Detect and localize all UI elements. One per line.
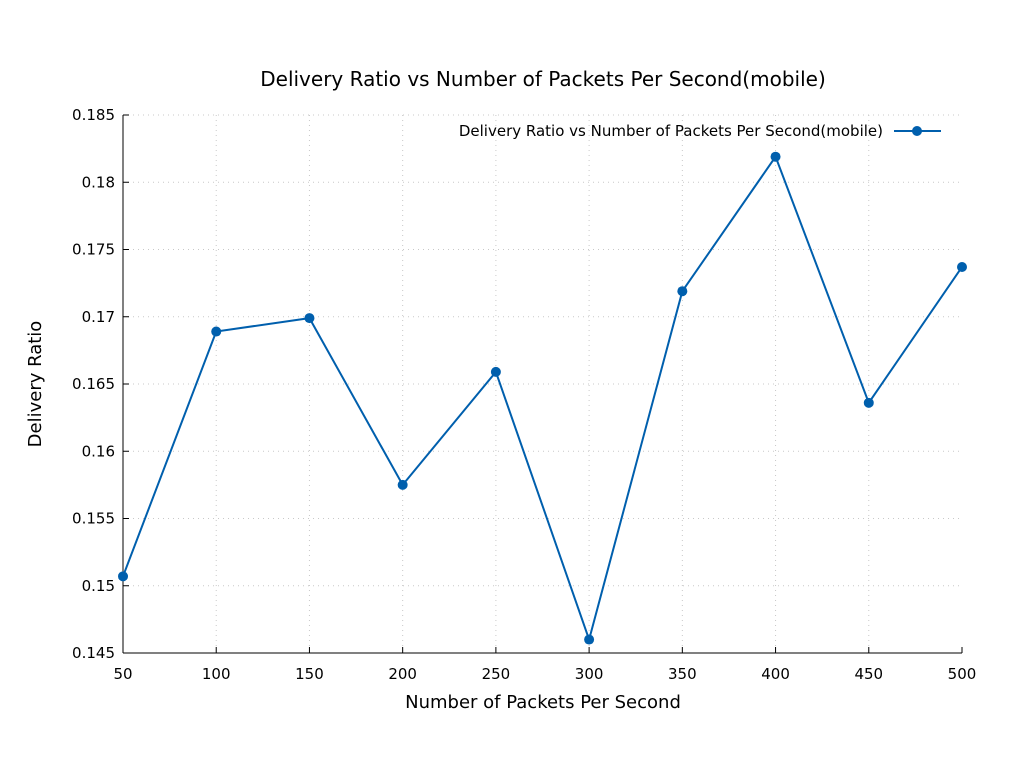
y-tick-label: 0.145 <box>72 644 115 662</box>
x-tick-label: 50 <box>113 665 132 683</box>
x-tick-label: 250 <box>482 665 511 683</box>
series-layer <box>118 151 967 645</box>
x-tick-label: 450 <box>854 665 883 683</box>
x-tick-label: 100 <box>202 665 231 683</box>
y-tick-label: 0.185 <box>72 106 115 124</box>
x-tick-label: 400 <box>761 665 790 683</box>
data-point <box>211 326 222 337</box>
legend-label: Delivery Ratio vs Number of Packets Per … <box>459 122 883 140</box>
y-axis-label: Delivery Ratio <box>25 321 46 448</box>
y-tick-label: 0.165 <box>72 375 115 393</box>
data-point <box>584 634 595 645</box>
x-tick-label: 350 <box>668 665 697 683</box>
data-point <box>957 261 967 272</box>
y-tick-label: 0.175 <box>72 241 115 259</box>
y-tick-label: 0.15 <box>82 577 115 595</box>
x-axis-label: Number of Packets Per Second <box>405 692 681 713</box>
ticks: 0.145 0.15 0.155 0.16 0.165 0.17 0.175 0.18 0.18… <box>72 106 976 683</box>
x-tick-label: 500 <box>948 665 977 683</box>
data-point <box>863 397 874 408</box>
grid <box>123 114 962 653</box>
data-point <box>490 366 501 377</box>
y-tick-label: 0.18 <box>82 173 115 191</box>
y-tick-label: 0.17 <box>82 308 115 326</box>
data-point <box>397 479 408 490</box>
series-line <box>122 154 963 643</box>
data-point <box>304 313 315 324</box>
x-tick-label: 200 <box>388 665 417 683</box>
data-point <box>770 151 781 162</box>
data-point <box>677 286 688 297</box>
x-tick-label: 150 <box>295 665 324 683</box>
data-point <box>118 571 128 582</box>
y-tick-label: 0.155 <box>72 510 115 528</box>
chart-title: Delivery Ratio vs Number of Packets Per … <box>260 67 826 91</box>
legend: Delivery Ratio vs Number of Packets Per … <box>459 122 941 140</box>
legend-marker <box>912 126 922 136</box>
x-tick-label: 300 <box>575 665 604 683</box>
y-tick-label: 0.16 <box>82 442 115 460</box>
